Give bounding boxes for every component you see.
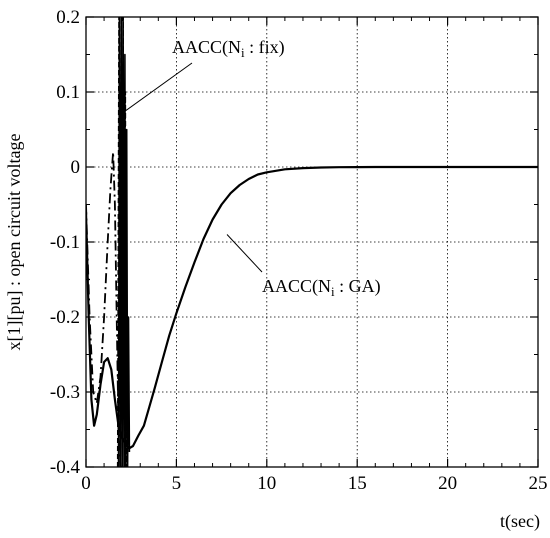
tick-labels: 0 5 10 15 20 25 0.2 0.1 0 -0.1 -0.2 -0.3 -0.4 [50, 7, 548, 494]
series-line-2 [86, 151, 123, 467]
grid [86, 17, 538, 467]
series-line-4 [116, 17, 129, 467]
annotation-label: AACC(Ni : GA) [262, 276, 381, 299]
y-tick-label: 0.1 [56, 82, 80, 103]
annotation-leader-line [120, 62, 193, 115]
y-tick-label: 0.2 [56, 7, 80, 28]
y-tick-label: 0 [71, 157, 81, 178]
annotation-leader-line [226, 234, 263, 273]
annotations: AACC(Ni : fix) AACC(Ni : GA) [120, 37, 381, 299]
x-tick-label: 0 [81, 473, 91, 494]
x-tick-label: 25 [529, 473, 548, 494]
x-tick-label: 5 [172, 473, 182, 494]
x-tick-label: 10 [257, 473, 276, 494]
series-group [86, 17, 538, 467]
x-tick-label: 20 [438, 473, 457, 494]
y-tick-label: -0.3 [50, 382, 80, 403]
y-tick-label: -0.4 [50, 457, 81, 478]
x-tick-label: 15 [348, 473, 367, 494]
x-axis-label: t(sec) [500, 511, 540, 532]
y-tick-label: -0.1 [50, 232, 80, 253]
y-axis-label: x[1][pu] : open circuit voltage [4, 134, 24, 351]
annotation-label: AACC(Ni : fix) [172, 37, 285, 60]
ticks [85, 16, 539, 468]
y-tick-label: -0.2 [50, 307, 80, 328]
series-line-1 [86, 165, 538, 450]
